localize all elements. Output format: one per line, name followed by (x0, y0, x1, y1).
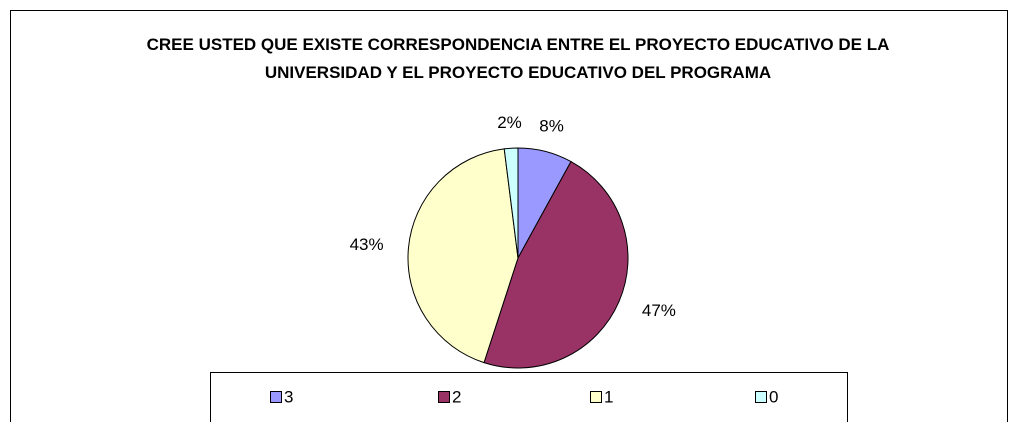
data-label: 2% (497, 113, 522, 132)
legend-swatch (438, 391, 450, 403)
legend-box (210, 372, 848, 422)
chart-frame (10, 10, 1008, 422)
legend-swatch (755, 391, 767, 403)
pie-slice (407, 148, 519, 364)
pie-slice (483, 160, 629, 369)
chart-title: CREE USTED QUE EXISTE CORRESPONDENCIA EN… (146, 35, 890, 82)
data-label: 8% (539, 117, 564, 136)
legend-label: 1 (604, 387, 613, 406)
data-label: 47% (642, 301, 676, 320)
legend-label: 2 (452, 387, 461, 406)
legend-swatch (590, 391, 602, 403)
legend-label: 0 (769, 387, 778, 406)
legend-swatch (270, 391, 282, 403)
pie-slice (503, 147, 519, 259)
data-label: 43% (350, 235, 384, 254)
legend-label: 3 (284, 387, 293, 406)
